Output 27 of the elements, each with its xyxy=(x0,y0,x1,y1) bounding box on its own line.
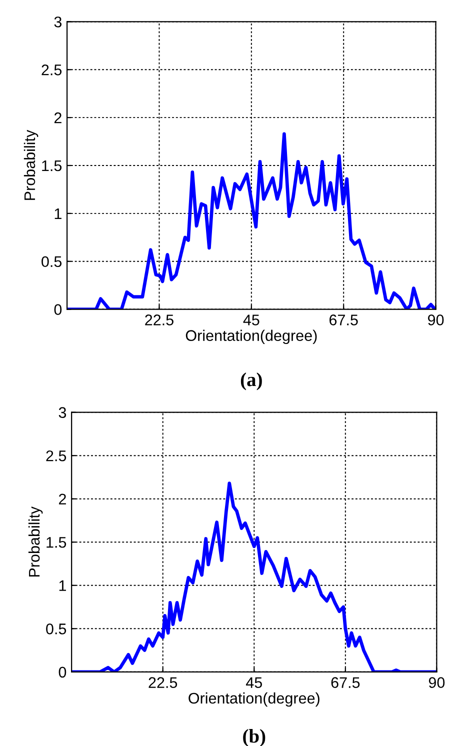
y-tick-label: 1.5 xyxy=(42,160,62,172)
y-tick-label: 0 xyxy=(54,304,62,315)
x-tick-label: 90 xyxy=(428,677,445,688)
y-tick-label: 3 xyxy=(54,16,62,28)
y-tick-label: 1 xyxy=(54,208,62,219)
x-tick-label: 45 xyxy=(243,314,260,326)
x-tick-label: 90 xyxy=(428,314,444,326)
x-axis-title: Orientation(degree) xyxy=(186,330,317,344)
y-tick-label: 2 xyxy=(54,112,62,124)
y-tick-label: 1.5 xyxy=(46,537,66,548)
y-tick-label: 0 xyxy=(58,666,66,678)
y-tick-label: 0.5 xyxy=(46,624,66,634)
y-tick-label: 3 xyxy=(58,407,66,418)
y-tick-label: 2.5 xyxy=(46,450,66,462)
y-tick-label: 0.5 xyxy=(42,256,62,268)
y-tick-label: 2.5 xyxy=(42,64,62,76)
x-tick-label: 22.5 xyxy=(145,314,174,326)
x-tick-label: 67.5 xyxy=(330,314,358,326)
text: (a) xyxy=(240,372,262,390)
x-tick-label: 45 xyxy=(246,677,262,688)
x-tick-label: 22.5 xyxy=(148,677,178,688)
y-tick-label: 2 xyxy=(58,494,66,504)
y-axis-title: Probability xyxy=(24,130,38,200)
x-tick-label: 67.5 xyxy=(331,677,360,688)
y-axis-title: Probability xyxy=(28,506,43,577)
y-tick-label: 1 xyxy=(59,580,66,591)
x-axis-title: Orientation(degree) xyxy=(188,692,320,707)
